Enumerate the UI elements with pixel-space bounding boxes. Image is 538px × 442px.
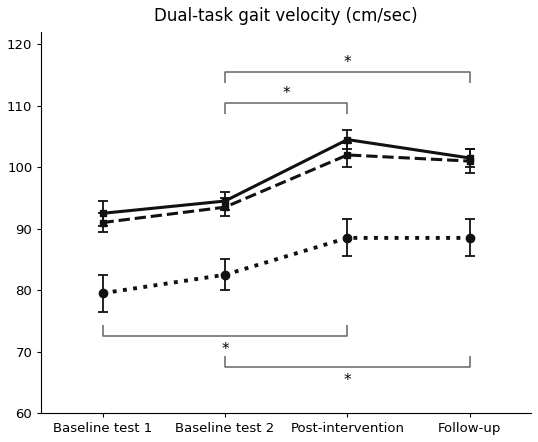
Title: Dual-task gait velocity (cm/sec): Dual-task gait velocity (cm/sec): [154, 7, 418, 25]
Text: *: *: [344, 373, 351, 388]
Text: *: *: [344, 55, 351, 70]
Text: *: *: [282, 86, 290, 101]
Text: *: *: [221, 343, 229, 358]
